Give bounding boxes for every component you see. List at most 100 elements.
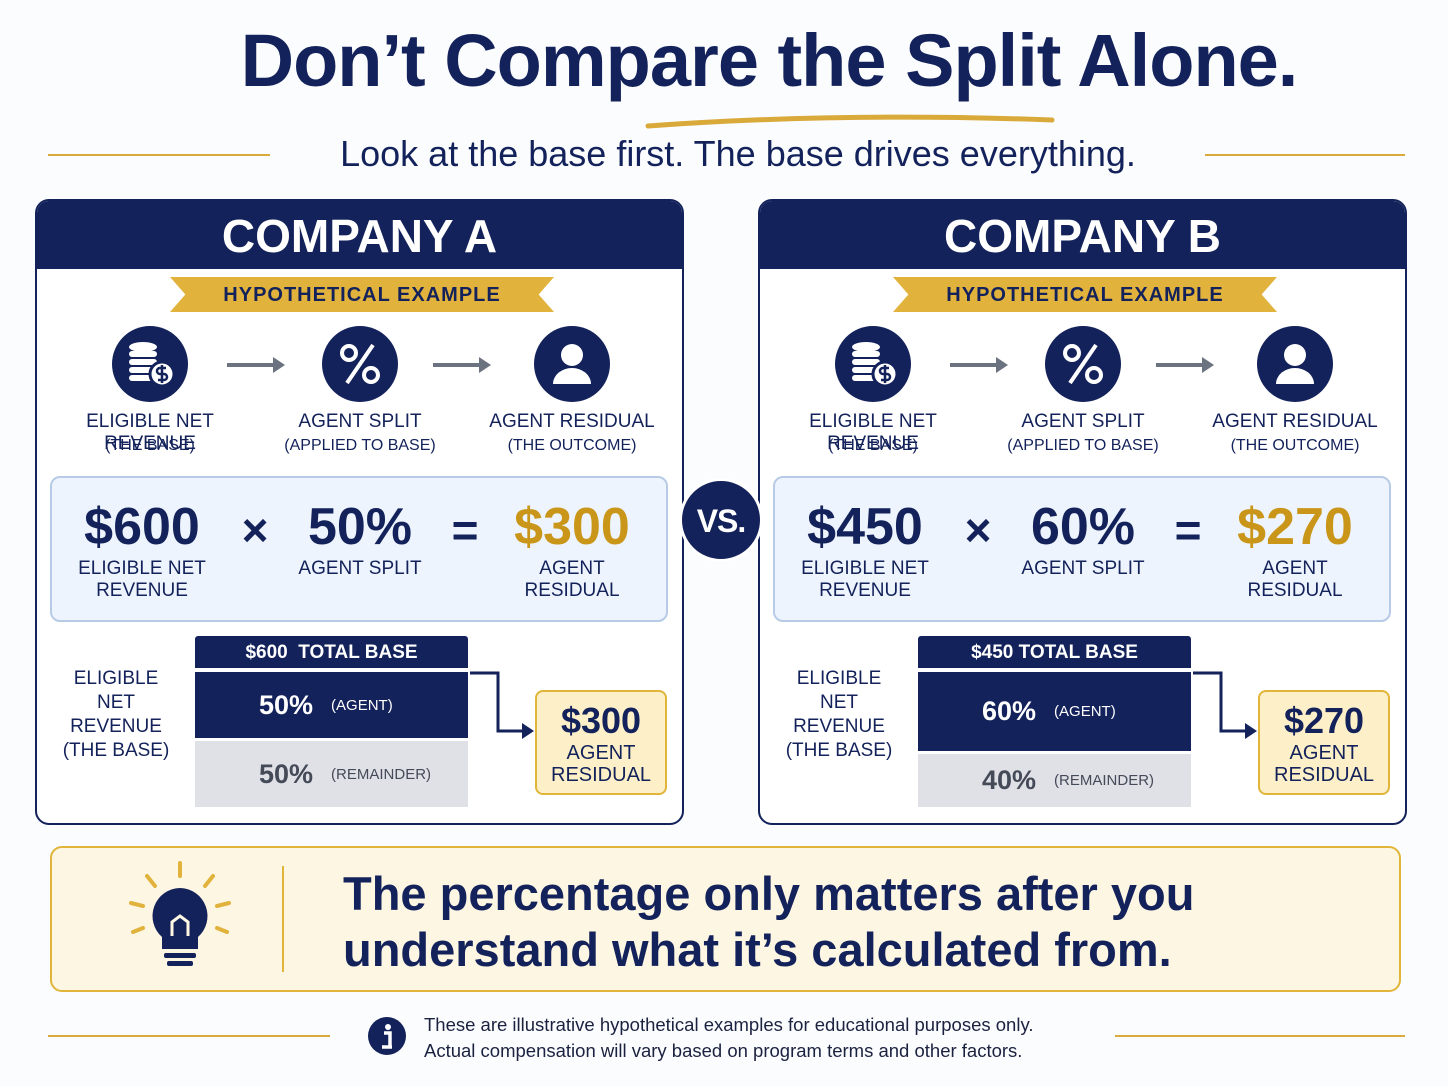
step-icon-part: [1045, 326, 1121, 402]
info-dot: [385, 1024, 391, 1030]
segment-label: (REMAINDER): [1054, 772, 1155, 790]
flow-arrow: [431, 355, 495, 380]
flow-arrow-part: [996, 357, 1008, 373]
bar-header: $600 TOTAL BASE: [195, 636, 468, 668]
step-icon-part: [835, 326, 911, 402]
step-icon-part: [340, 343, 380, 385]
ray: [203, 874, 215, 888]
title-underline: [645, 114, 1055, 129]
step-icon-part: [1063, 343, 1103, 385]
step-icon: [834, 325, 912, 408]
step-icon: [1256, 325, 1334, 408]
divider: [48, 154, 270, 156]
equation-value: $270: [1237, 498, 1353, 556]
info-circle: [368, 1017, 406, 1055]
step-icon: [321, 325, 399, 408]
step-icon-part: [1276, 368, 1314, 384]
divider: [1205, 154, 1405, 156]
company-name: COMPANY A: [37, 201, 682, 269]
footnote: These are illustrative hypothetical exam…: [424, 1014, 1034, 1035]
callout-text: The percentage only matters after you un…: [343, 867, 1195, 976]
step-icon-part: [1068, 343, 1098, 385]
step-sub: (APPLIED TO BASE): [284, 437, 436, 454]
ray: [145, 874, 157, 888]
equation-label: ELIGIBLE NET REVENUE: [78, 558, 206, 601]
step-icon-part: [561, 344, 583, 366]
segment-label: (AGENT): [1054, 703, 1116, 721]
equation-value: $300: [514, 498, 630, 556]
step-sub: (THE BASE): [828, 437, 918, 454]
company-panel: COMPANY B HYPOTHETICAL EXAMPLE ELIGIBLE NE…: [758, 199, 1407, 825]
flow-arrow-part: [433, 357, 491, 373]
ray: [215, 926, 229, 934]
base: [167, 961, 193, 966]
ray: [215, 901, 231, 908]
step-icon: [111, 325, 189, 408]
result-box: $270 AGENT RESIDUAL: [1258, 690, 1390, 795]
result-arrow-part: [1245, 723, 1257, 739]
step-icon-part: [340, 344, 358, 362]
equation-box: [773, 476, 1391, 622]
result-arrow-part: [470, 671, 526, 733]
equation-value: $450: [807, 498, 923, 556]
bar-header: $450 TOTAL BASE: [918, 636, 1191, 668]
step-icon-part: [129, 342, 157, 352]
equation-value: 50%: [307, 498, 413, 556]
step-label: ELIGIBLE NET REVENUE: [86, 411, 214, 454]
equation-value: 60%: [1030, 498, 1136, 556]
segment-value: 50%: [259, 689, 314, 720]
step-sub: (THE BASE): [105, 437, 195, 454]
step-icon-part: [878, 365, 892, 383]
badge: HYPOTHETICAL EXAMPLE: [893, 277, 1277, 312]
equation-label: ELIGIBLE NET REVENUE: [801, 558, 929, 601]
result-arrow-part: [470, 671, 534, 739]
bar-column: 50% (AGENT) 50% (REMAINDER): [195, 672, 468, 807]
flow-arrow-part: [1156, 357, 1214, 373]
step-icon-part: [345, 343, 375, 385]
swoosh: [645, 114, 1055, 129]
step-icon-part: [129, 359, 157, 365]
bulb-icon: [129, 861, 231, 966]
step-icon: [533, 325, 611, 408]
flow-arrow-part: [479, 357, 491, 373]
equation-operator: ×: [964, 504, 992, 556]
result-value: $300: [560, 699, 642, 741]
step-icon: [1044, 325, 1122, 408]
title: Don’t Compare the Split Alone.: [240, 19, 1299, 102]
equation-label: AGENT SPLIT: [1021, 558, 1145, 579]
vs-badge: VS.: [679, 478, 763, 562]
flow-arrow: [1154, 355, 1218, 380]
step-sub: (APPLIED TO BASE): [1007, 437, 1159, 454]
callout-box: [50, 846, 1401, 992]
result-value: $270: [1283, 699, 1365, 741]
segment-value: 40%: [982, 765, 1037, 796]
badge: HYPOTHETICAL EXAMPLE: [170, 277, 554, 312]
step-icon-part: [852, 342, 880, 352]
divider: [1115, 1035, 1405, 1037]
step-icon-part: [1284, 344, 1306, 366]
result-arrow-part: [1193, 671, 1257, 739]
step-label: AGENT SPLIT: [298, 411, 422, 432]
ray: [129, 901, 145, 908]
callout-divider: [282, 866, 284, 972]
step-sub: (THE OUTCOME): [1230, 437, 1360, 454]
step-icon-part: [362, 366, 380, 384]
step-icon-part: [129, 351, 157, 357]
info-icon: [368, 1017, 406, 1055]
step-icon-part: [155, 365, 169, 383]
step-label: ELIGIBLE NET REVENUE: [809, 411, 937, 454]
bar-segment: 60% (AGENT): [918, 672, 1191, 752]
segment-label: (AGENT): [331, 696, 393, 714]
rays: [129, 861, 231, 934]
step-icon-part: [1063, 344, 1081, 362]
step-icon-part: [852, 359, 880, 365]
equation-operator: =: [451, 504, 479, 556]
segment-value: 60%: [982, 696, 1037, 727]
equation-operator: ×: [241, 504, 269, 556]
step-icon-part: [1257, 326, 1333, 402]
subtitle: Look at the base first. The base drives …: [340, 133, 1136, 174]
flow-arrow: [948, 355, 1012, 380]
step-sub: (THE OUTCOME): [507, 437, 637, 454]
